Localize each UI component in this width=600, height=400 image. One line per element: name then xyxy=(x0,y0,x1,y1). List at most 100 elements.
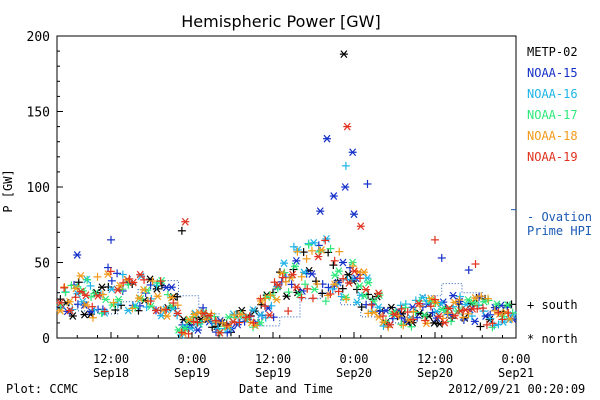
data-point-south xyxy=(421,316,430,325)
data-point-north xyxy=(272,295,281,304)
data-point-south xyxy=(482,320,491,329)
data-point-south xyxy=(88,313,97,322)
data-point-south xyxy=(107,235,115,244)
data-point-north xyxy=(471,294,480,302)
data-point-north xyxy=(503,300,512,309)
data-point-south xyxy=(357,303,366,312)
data-point-north xyxy=(135,294,144,302)
data-point-south xyxy=(431,235,439,244)
data-point-north xyxy=(374,289,383,298)
data-point-south xyxy=(169,298,178,307)
data-point-south xyxy=(71,293,80,302)
data-point-south xyxy=(173,292,182,301)
data-point-north xyxy=(282,292,291,301)
data-point-north xyxy=(314,252,323,261)
data-point-south xyxy=(307,246,316,255)
legend-entry: NOAA-18 xyxy=(527,129,578,143)
data-point-south xyxy=(403,308,412,317)
data-point-south xyxy=(464,266,473,275)
legend-north-marker: * north xyxy=(527,332,578,346)
data-point-south xyxy=(177,328,186,337)
data-point-north xyxy=(249,306,258,314)
x-tick-time: 12:00 xyxy=(93,352,129,366)
legend-entry: NOAA-19 xyxy=(527,150,578,164)
data-point-north xyxy=(360,268,369,277)
data-point-north xyxy=(310,285,319,294)
data-point-south xyxy=(278,273,287,282)
data-point-north xyxy=(414,299,423,308)
data-point-south xyxy=(488,319,497,328)
footer-timestamp: 2012/09/21 00:20:09 xyxy=(448,382,585,396)
data-point-north xyxy=(316,207,325,216)
x-tick-time: 12:00 xyxy=(255,352,291,366)
data-point-south xyxy=(211,316,220,325)
data-point-south xyxy=(156,277,165,286)
legend-entry: NOAA-16 xyxy=(527,87,578,101)
data-point-south xyxy=(297,272,306,281)
data-point-north xyxy=(360,292,369,300)
data-point-north xyxy=(173,309,182,318)
x-tick-time: 0:00 xyxy=(502,352,531,366)
data-point-north xyxy=(229,310,238,318)
data-point-south xyxy=(334,287,343,296)
data-point-north xyxy=(344,270,353,279)
data-point-north xyxy=(76,271,85,280)
data-point-north xyxy=(274,281,283,289)
legend-ovation-line1: - Ovation xyxy=(527,210,592,224)
data-point-north xyxy=(369,308,378,317)
data-point-north xyxy=(153,292,162,301)
data-point-south xyxy=(98,290,107,299)
data-point-south xyxy=(471,260,480,269)
data-point-south xyxy=(100,307,109,316)
data-point-south xyxy=(249,318,258,327)
data-point-north xyxy=(338,258,347,267)
data-point-north xyxy=(334,267,343,276)
data-point-south xyxy=(399,321,408,330)
data-point-south xyxy=(339,274,348,283)
data-point-north xyxy=(162,312,171,321)
data-point-north xyxy=(450,311,459,320)
data-point-north xyxy=(93,291,102,300)
legend-ovation-line2: Prime HPI xyxy=(527,224,592,238)
data-point-south xyxy=(409,315,418,324)
data-point-south xyxy=(301,280,310,289)
legend-entry: METP-02 xyxy=(527,45,578,59)
data-point-south xyxy=(447,317,456,326)
data-point-south xyxy=(330,256,339,265)
data-point-south xyxy=(302,254,311,263)
data-point-south xyxy=(119,278,128,287)
data-point-south xyxy=(61,288,70,297)
data-point-south xyxy=(313,279,322,288)
data-point-south xyxy=(338,284,347,293)
data-point-south xyxy=(356,274,365,283)
legend-entry: NOAA-17 xyxy=(527,108,578,122)
y-tick-label: 200 xyxy=(27,30,50,45)
legend-south-marker: + south xyxy=(527,298,578,312)
data-point-south xyxy=(88,302,97,311)
data-point-north xyxy=(461,306,470,314)
x-tick-time: 12:00 xyxy=(417,352,453,366)
data-point-south xyxy=(363,179,372,188)
y-tick-label: 0 xyxy=(42,332,50,347)
data-point-south xyxy=(321,236,330,245)
y-tick-label: 150 xyxy=(27,106,50,121)
data-point-north xyxy=(167,283,176,292)
x-tick-date: Sep21 xyxy=(498,366,534,380)
data-point-south xyxy=(477,292,486,301)
data-point-south xyxy=(189,317,198,326)
data-point-south xyxy=(498,315,507,324)
data-point-south xyxy=(173,301,182,310)
data-point-south xyxy=(293,247,302,256)
data-point-north xyxy=(470,317,479,326)
data-point-north xyxy=(290,262,299,271)
data-point-south xyxy=(140,275,149,284)
data-point-south xyxy=(256,294,265,303)
data-point-south xyxy=(308,294,317,303)
x-tick-time: 0:00 xyxy=(340,352,369,366)
x-tick-date: Sep19 xyxy=(255,366,291,380)
data-point-south xyxy=(464,309,473,318)
data-point-south xyxy=(222,321,231,330)
data-point-north xyxy=(379,318,388,327)
data-point-north xyxy=(495,310,504,318)
